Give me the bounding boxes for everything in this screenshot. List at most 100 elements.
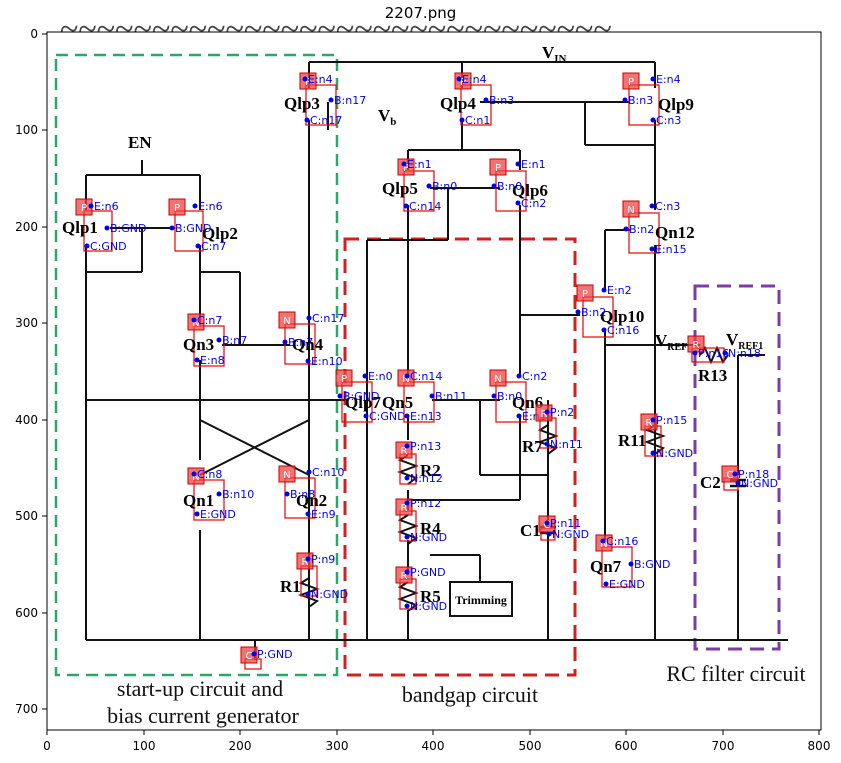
- type-badge: [576, 284, 594, 302]
- type-badge: [187, 313, 205, 331]
- component-name: Qn5: [382, 393, 413, 412]
- pin-label: C:n16: [607, 324, 639, 337]
- pin-label: E:n8: [200, 354, 225, 367]
- pin-label: B:GND: [343, 390, 379, 403]
- pin-label: B:n7: [222, 334, 247, 347]
- pin-dot: [306, 469, 312, 475]
- pin-dot: [544, 409, 550, 415]
- x-tick-label: 400: [422, 739, 445, 753]
- device-box: [403, 381, 435, 423]
- pin-dot: [692, 350, 698, 356]
- pin-dot: [194, 511, 200, 517]
- type-badge: [240, 646, 258, 664]
- plot-frame: [46, 31, 822, 731]
- device-box: [403, 170, 435, 212]
- pin-label: B:n11: [435, 390, 467, 403]
- y-tick-label: 500: [15, 509, 38, 523]
- pin-label: P:n16: [698, 347, 729, 360]
- pin-label: C:n17: [312, 312, 344, 325]
- pin-label: P:GND: [257, 648, 293, 661]
- pin-label: B:n3: [628, 94, 653, 107]
- pin-label: C:n7: [197, 314, 222, 327]
- y-tick-label: 300: [15, 316, 38, 330]
- pin-dot: [403, 203, 409, 209]
- type-badge-label: R: [541, 409, 548, 420]
- pin-dot: [363, 413, 369, 419]
- type-badge: [721, 465, 739, 483]
- component-name: Qlp5: [382, 179, 418, 198]
- pin-dot: [404, 443, 410, 449]
- pin-label: B:GND: [634, 558, 670, 571]
- component-name: Qlp6: [512, 181, 548, 200]
- component-qn7: N Qn7 C:n16 B:GND E:GND: [590, 534, 670, 591]
- component-qlp7: P Qlp7 E:n0 B:GND C:GND: [335, 369, 406, 423]
- device-box: [174, 210, 204, 252]
- component-name: Qn1: [183, 491, 214, 510]
- type-badge-label: N: [494, 374, 501, 385]
- component-qn1: N Qn1 C:n8B:n10 E:GND: [183, 467, 254, 521]
- component-qlp3: P Qlp3 E:n4B:n17 C:n17: [284, 72, 366, 127]
- trimming-block: [449, 581, 513, 617]
- component-name: Qn12: [655, 223, 695, 242]
- component-qn2: N Qn2 C:n10 B:n8 E:n9: [278, 465, 344, 521]
- component-name: Qn6: [512, 393, 543, 412]
- bandgap-region-box: [343, 237, 577, 677]
- type-badge-label: P: [460, 77, 466, 88]
- pin-label: P:GND: [410, 566, 446, 579]
- component-name: Qn7: [590, 557, 622, 576]
- vref-label: VREF: [655, 331, 687, 353]
- device-box: [460, 84, 492, 126]
- pin-dot: [544, 520, 550, 526]
- pin-label: E:n1: [407, 158, 432, 171]
- pin-label: N:GND: [410, 600, 447, 613]
- type-badge: [489, 369, 507, 387]
- type-badge-label: R: [401, 503, 408, 514]
- component-name: R2: [420, 461, 441, 480]
- type-badge-label: N: [192, 472, 199, 483]
- component-qlp9: P Qlp9 E:n4B:n3C:n3: [622, 72, 694, 127]
- pin-label: N:GND: [741, 477, 778, 490]
- pin-label: P:n11: [550, 517, 581, 530]
- pin-dot: [88, 203, 94, 209]
- pin-label: B:n2: [581, 306, 606, 319]
- pin-dot: [491, 183, 497, 189]
- pin-label: P:n13: [410, 440, 441, 453]
- x-tick-label: 300: [326, 739, 349, 753]
- y-tick-label: 700: [15, 702, 38, 716]
- pin-dot: [305, 511, 311, 517]
- schematic-labels: VIN EN Vb VREF VREF1: [128, 43, 763, 353]
- pin-label: B:GND: [175, 222, 211, 235]
- component-qlp6: P Qlp6 E:n1 B:n0 C:n2: [489, 158, 548, 212]
- pin-dot: [306, 315, 312, 321]
- pin-label: C:n3: [656, 114, 681, 127]
- device-box: [341, 381, 373, 423]
- pin-dot: [195, 243, 201, 249]
- pin-label: E:GND: [200, 508, 236, 521]
- bandgap-caption: bandgap circuit: [402, 682, 538, 707]
- vin-label: VIN: [542, 43, 567, 65]
- x-tick-label: 700: [712, 739, 735, 753]
- device-box: [628, 84, 660, 126]
- device-box: [582, 296, 614, 338]
- pin-label: B:n17: [334, 94, 366, 107]
- pin-dot: [622, 97, 628, 103]
- component-qlp10: P Qlp10 E:n2B:n2C:n16: [575, 284, 644, 338]
- component-qn3: N Qn3 C:n7B:n7 E:n8: [183, 313, 247, 367]
- pin-dot: [732, 471, 738, 477]
- pin-label: C:n8: [197, 468, 222, 481]
- type-badge-label: N: [283, 316, 290, 327]
- pin-label: C:n2: [522, 370, 547, 383]
- component-r5: R R5 P:GND N:GND: [395, 566, 447, 613]
- pin-dot: [191, 471, 197, 477]
- type-badge-label: P: [403, 163, 409, 174]
- x-tick-label: 200: [229, 739, 252, 753]
- pin-dot: [601, 327, 607, 333]
- type-badge: [489, 158, 507, 176]
- pin-dot: [546, 531, 552, 537]
- pin-dot: [404, 373, 410, 379]
- pin-dot: [650, 450, 656, 456]
- rc-filter-caption: RC filter circuit: [666, 661, 805, 686]
- pin-label: N:GND: [656, 447, 693, 460]
- type-badge-label: R: [646, 418, 653, 429]
